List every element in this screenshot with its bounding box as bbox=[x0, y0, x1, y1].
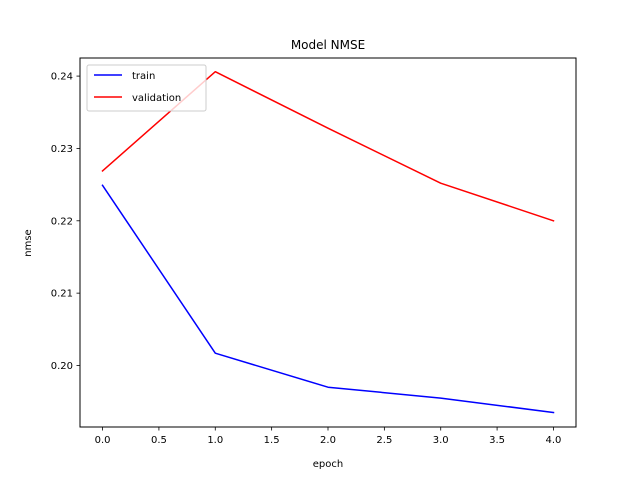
chart-title: Model NMSE bbox=[291, 38, 365, 52]
x-tick-label: 0.5 bbox=[151, 435, 167, 446]
legend-box bbox=[86, 64, 207, 112]
legend: train validation bbox=[86, 64, 207, 112]
x-tick-label: 0.0 bbox=[95, 435, 111, 446]
x-tick-label: 1.0 bbox=[207, 435, 223, 446]
plot-frame bbox=[79, 57, 577, 428]
y-tick-label: 0.21 bbox=[51, 289, 73, 300]
series-line-train bbox=[101, 184, 555, 414]
x-tick-label: 2.0 bbox=[320, 435, 336, 446]
x-tick-label: 3.0 bbox=[433, 435, 449, 446]
y-axis-title: nmse bbox=[23, 229, 34, 256]
x-tick-label: 1.5 bbox=[264, 435, 280, 446]
ticks-layer: 0.0 0.5 1.0 1.5 2.0 2.5 3.0 3.5 4.0 0.20 0.21 0.22 0… bbox=[51, 72, 562, 446]
x-axis-title: epoch bbox=[313, 459, 343, 470]
x-tick-label: 2.5 bbox=[376, 435, 392, 446]
y-tick-label: 0.20 bbox=[51, 361, 73, 372]
legend-label-validation: validation bbox=[132, 93, 181, 104]
y-tick-label: 0.23 bbox=[51, 144, 73, 155]
y-tick-label: 0.24 bbox=[51, 72, 73, 83]
x-tick-label: 4.0 bbox=[546, 435, 562, 446]
legend-label-train: train bbox=[132, 71, 155, 82]
y-tick-label: 0.22 bbox=[51, 216, 73, 227]
x-tick-label: 3.5 bbox=[489, 435, 505, 446]
